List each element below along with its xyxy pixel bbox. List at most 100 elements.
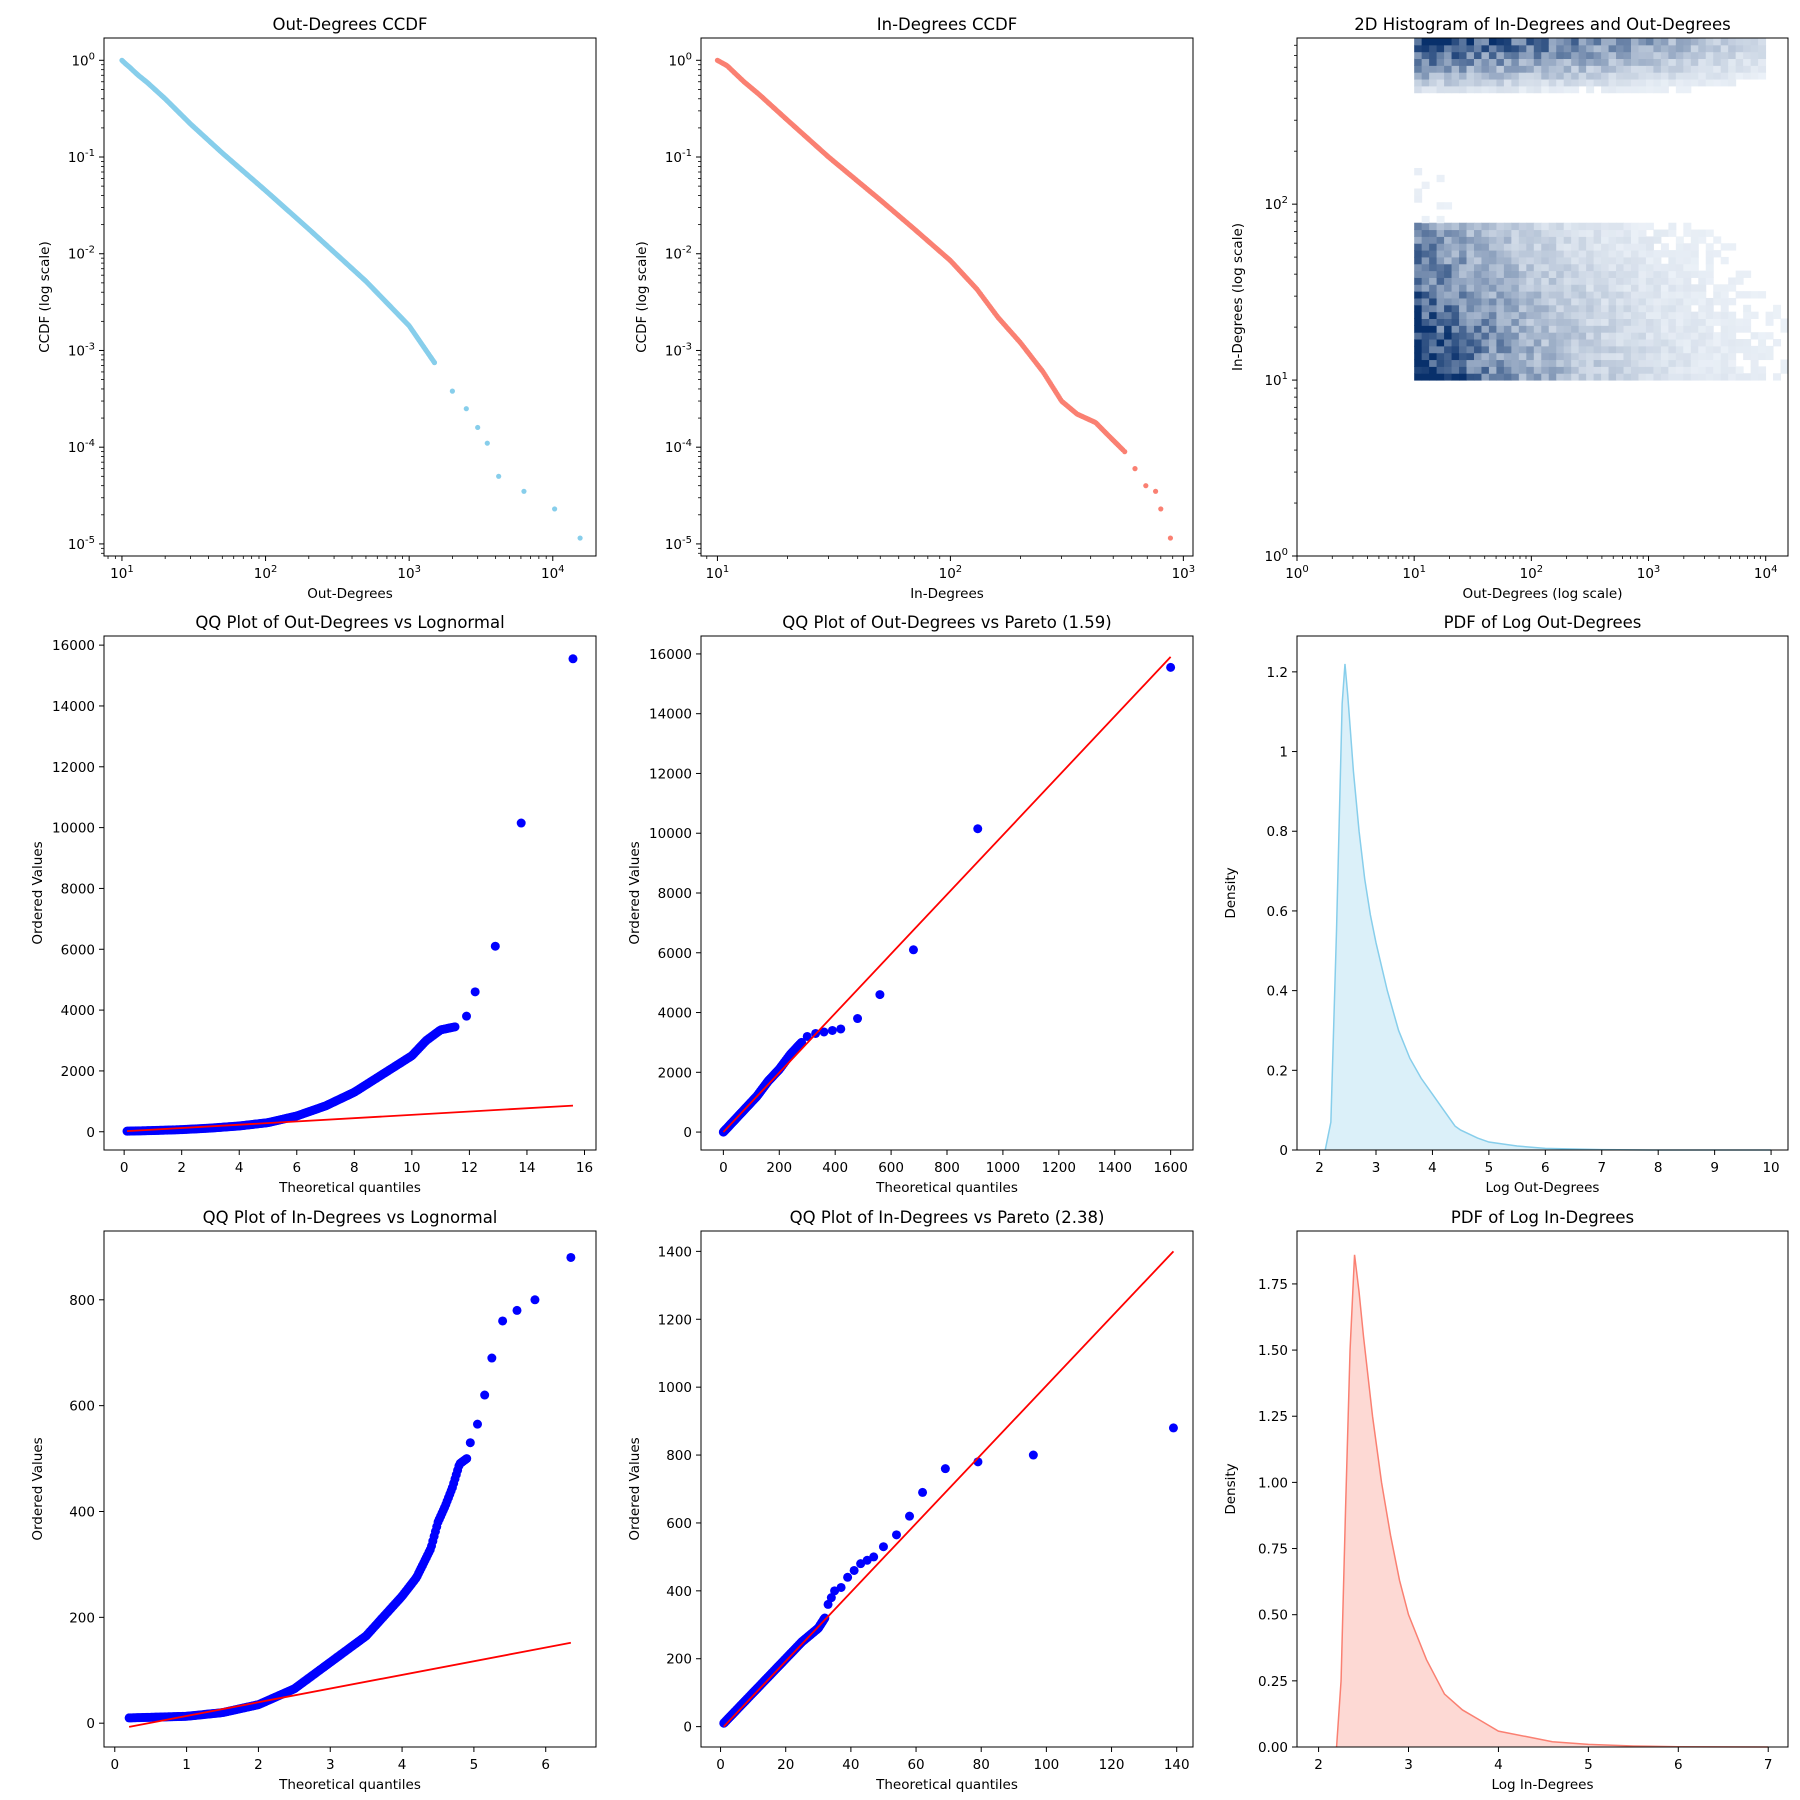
heatmap-cell (1675, 352, 1684, 361)
heatmap-cell (1698, 65, 1707, 73)
heatmap-cell (1414, 79, 1423, 87)
qq-point (973, 824, 983, 834)
heatmap-cell (1758, 72, 1767, 80)
heatmap-cell (1698, 339, 1707, 347)
heatmap-cell (1518, 250, 1527, 258)
heatmap-cell (1556, 263, 1565, 272)
heatmap-cell (1496, 332, 1505, 340)
heatmap-cell (1578, 277, 1587, 285)
heatmap-cell (1496, 373, 1505, 381)
heatmap-cell (1623, 72, 1632, 80)
heatmap-cell (1750, 291, 1759, 299)
heatmap-cell (1698, 51, 1707, 60)
heatmap-cell (1623, 243, 1632, 251)
heatmap-cell (1608, 65, 1617, 73)
heatmap-cell (1548, 58, 1557, 66)
x-tick-label: 120 (1099, 1757, 1125, 1773)
heatmap-cell (1556, 236, 1565, 244)
heatmap-cell (1444, 311, 1453, 320)
heatmap-cell (1675, 58, 1684, 66)
heatmap-cell (1488, 229, 1497, 237)
heatmap-cell (1683, 332, 1692, 340)
heatmap-cell (1481, 270, 1490, 278)
heatmap-cell (1563, 352, 1572, 361)
heatmap-cell (1414, 332, 1423, 340)
heatmap-cell (1526, 58, 1535, 66)
heatmap-cell (1436, 311, 1445, 320)
heatmap-cell (1720, 332, 1729, 340)
x-tick-label: 80 (973, 1757, 990, 1773)
heatmap-cell (1488, 65, 1497, 73)
heatmap-cell (1473, 236, 1482, 244)
heatmap-cell (1459, 277, 1468, 285)
heatmap-cell (1556, 284, 1565, 292)
heatmap-cell (1436, 202, 1445, 210)
heatmap-cell (1675, 270, 1684, 278)
heatmap-cell (1616, 38, 1625, 46)
heatmap-cell (1720, 58, 1729, 66)
heatmap-cell (1690, 256, 1699, 265)
heatmap-cell (1414, 311, 1423, 320)
heatmap-cell (1690, 366, 1699, 374)
heatmap-cell (1466, 291, 1475, 299)
heatmap-cell (1683, 222, 1692, 231)
heatmap-cell (1593, 359, 1602, 367)
heatmap-cell (1556, 297, 1565, 306)
heatmap-cell (1459, 38, 1468, 46)
heatmap-cell (1488, 373, 1497, 381)
heatmap-cell (1645, 339, 1654, 347)
heatmap-cell (1683, 44, 1692, 53)
x-tick-label: 40 (842, 1757, 859, 1773)
heatmap-cell (1563, 332, 1572, 340)
x-tick-label: 800 (934, 1160, 960, 1176)
y-axis-label: Ordered Values (627, 841, 643, 944)
heatmap-cell (1630, 345, 1639, 354)
heatmap-cell (1623, 359, 1632, 367)
heatmap-cell (1496, 256, 1505, 265)
heatmap-cell (1496, 345, 1505, 354)
heatmap-cell (1421, 291, 1430, 299)
heatmap-cell (1444, 243, 1453, 251)
qq-point (1028, 1450, 1038, 1460)
heatmap-cell (1675, 304, 1684, 313)
heatmap-cell (1548, 79, 1557, 87)
heatmap-cell (1436, 243, 1445, 251)
heatmap-cell (1459, 85, 1468, 94)
heatmap-cell (1668, 373, 1677, 381)
heatmap-cell (1436, 250, 1445, 258)
heatmap-cell (1526, 373, 1535, 381)
heatmap-cell (1503, 352, 1512, 361)
heatmap-cell (1511, 72, 1520, 80)
heatmap-cell (1466, 58, 1475, 66)
heatmap-cell (1526, 311, 1535, 320)
heatmap-cell (1541, 58, 1550, 66)
heatmap-cell (1571, 65, 1580, 73)
heatmap-cell (1616, 58, 1625, 66)
heatmap-cell (1548, 359, 1557, 367)
heatmap-cell (1451, 256, 1460, 265)
heatmap-cell (1436, 291, 1445, 299)
heatmap-cell (1466, 332, 1475, 340)
heatmap-cell (1578, 345, 1587, 354)
heatmap-cell (1533, 243, 1542, 251)
y-tick-label: 1400 (658, 1244, 692, 1260)
heatmap-cell (1444, 339, 1453, 347)
heatmap-cell (1459, 325, 1468, 333)
qq-point (487, 1353, 497, 1363)
heatmap-cell (1616, 270, 1625, 278)
heatmap-cell (1623, 284, 1632, 292)
heatmap-cell (1526, 332, 1535, 340)
heatmap-cell (1518, 243, 1527, 251)
heatmap-cell (1436, 38, 1445, 46)
heatmap-cell (1571, 58, 1580, 66)
heatmap-cell (1466, 284, 1475, 292)
heatmap-cell (1638, 366, 1647, 374)
heatmap-cell (1690, 270, 1699, 278)
heatmap-cell (1488, 270, 1497, 278)
heatmap-cell (1429, 51, 1438, 60)
heatmap-cell (1675, 236, 1684, 244)
x-tick-label: 1 (182, 1757, 191, 1773)
y-tick-label: 0 (683, 1125, 692, 1141)
x-tick-label: 4 (235, 1160, 244, 1176)
heatmap-cell (1526, 256, 1535, 265)
